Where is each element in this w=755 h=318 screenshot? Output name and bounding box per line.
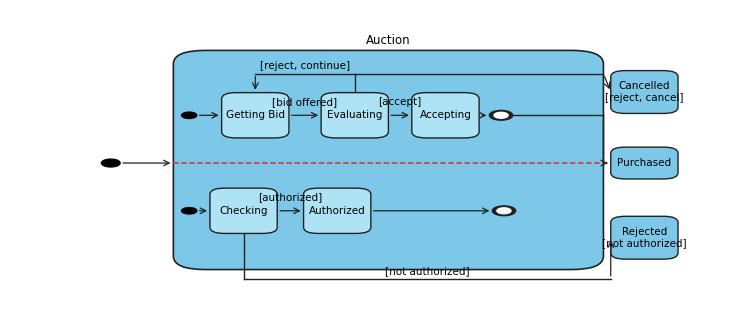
FancyBboxPatch shape: [210, 188, 277, 233]
Text: Authorized: Authorized: [309, 206, 365, 216]
Circle shape: [492, 206, 516, 216]
Text: [reject, continue]: [reject, continue]: [260, 61, 350, 71]
Text: [not authorized]: [not authorized]: [385, 266, 470, 276]
Circle shape: [101, 159, 120, 167]
Text: Auction: Auction: [365, 34, 411, 47]
Circle shape: [497, 208, 511, 214]
FancyBboxPatch shape: [321, 93, 388, 138]
FancyBboxPatch shape: [174, 50, 603, 270]
FancyBboxPatch shape: [304, 188, 371, 233]
Text: [accept]: [accept]: [378, 97, 422, 107]
Text: [bid offered]: [bid offered]: [273, 97, 337, 107]
Text: Rejected
[not authorized]: Rejected [not authorized]: [602, 227, 687, 249]
Text: Checking: Checking: [220, 206, 268, 216]
Circle shape: [181, 208, 197, 214]
Text: Evaluating: Evaluating: [327, 110, 383, 120]
Text: Getting Bid: Getting Bid: [226, 110, 285, 120]
Text: Accepting: Accepting: [420, 110, 471, 120]
FancyBboxPatch shape: [611, 216, 678, 259]
Circle shape: [181, 112, 197, 119]
Text: Purchased: Purchased: [618, 158, 671, 168]
Circle shape: [494, 112, 508, 118]
Circle shape: [489, 110, 513, 120]
FancyBboxPatch shape: [222, 93, 289, 138]
Text: Cancelled
[reject, cancel]: Cancelled [reject, cancel]: [606, 81, 683, 103]
FancyBboxPatch shape: [611, 71, 678, 114]
FancyBboxPatch shape: [611, 147, 678, 179]
Text: [authorized]: [authorized]: [258, 192, 322, 202]
FancyBboxPatch shape: [411, 93, 479, 138]
